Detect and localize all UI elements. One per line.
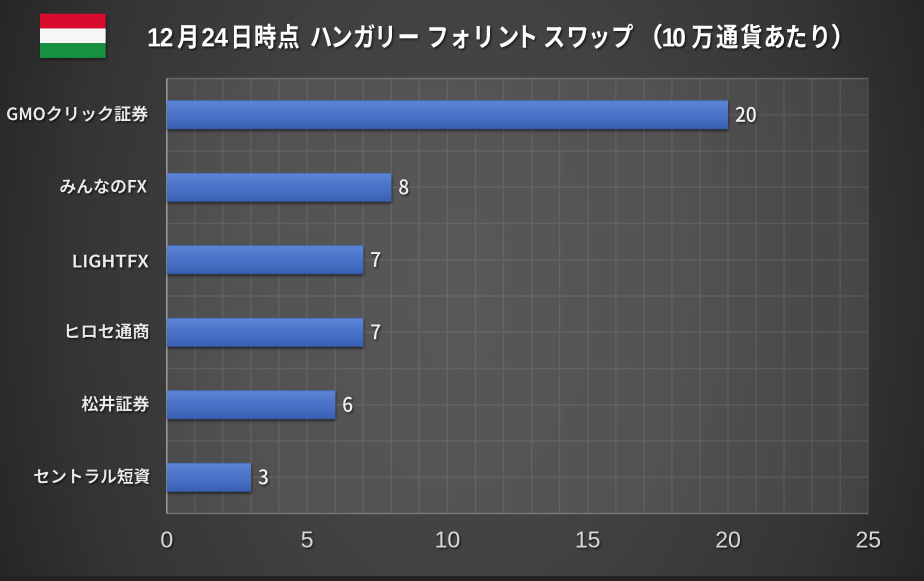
svg-text:0: 0	[160, 527, 173, 553]
svg-text:10: 10	[435, 527, 461, 553]
svg-text:20: 20	[715, 527, 741, 553]
svg-text:25: 25	[856, 527, 882, 553]
svg-text:5: 5	[301, 527, 314, 553]
svg-text:15: 15	[575, 527, 601, 553]
